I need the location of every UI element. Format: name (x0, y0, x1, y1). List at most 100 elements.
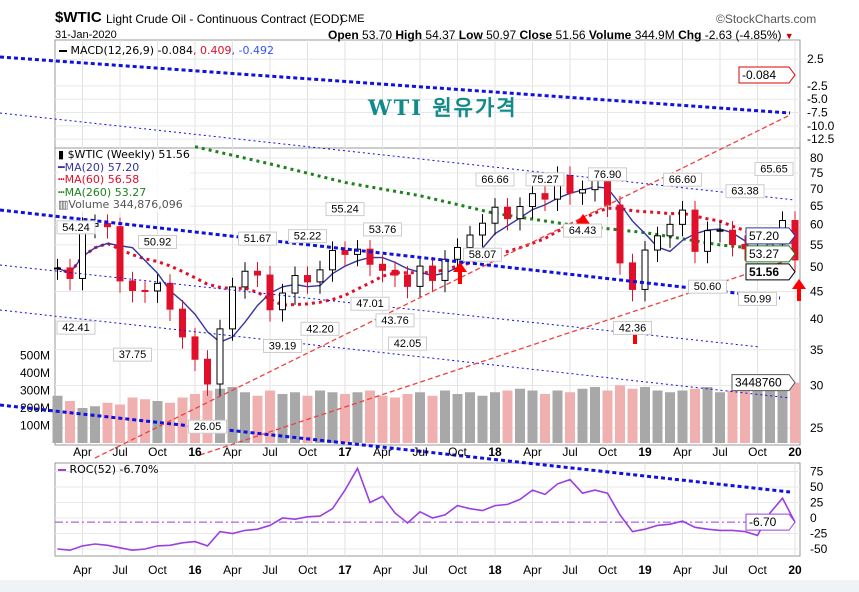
volume-bar (415, 392, 425, 443)
candle-body (341, 249, 349, 255)
instrument-name: Light Crude Oil - Continuous Contract (E… (106, 12, 344, 26)
ma20-legend-text: MA(20) 57.20 (64, 160, 140, 174)
candle-body (179, 308, 186, 338)
price-annotation: 65.65 (760, 164, 788, 176)
volume-bar (790, 382, 800, 443)
ma20-line (57, 186, 796, 344)
price-annotation-box (113, 347, 152, 362)
price-annotation: 51.67 (244, 233, 272, 245)
candle-body (691, 209, 699, 252)
open-value: 53.70 (362, 28, 393, 42)
candle-body (116, 226, 124, 282)
ma60-line (56, 206, 796, 307)
candle-body (654, 235, 661, 251)
x-tick-label: Jul (262, 563, 277, 577)
price-annotation-box (363, 222, 402, 237)
volume-value: 344.9M (634, 28, 675, 42)
volume-bar (540, 394, 550, 443)
x-tick-label: 20 (788, 445, 802, 459)
candle-body (366, 248, 374, 265)
x-tick-label: Jul (712, 445, 727, 459)
candle-body (291, 275, 299, 294)
price-annotation: 63.38 (731, 186, 759, 198)
panel-frame-0 (54, 39, 801, 149)
price-annotation: 42.36 (619, 322, 647, 334)
volume-bar (340, 394, 350, 443)
price-annotation: 50.60 (694, 281, 722, 293)
trendline-blue (0, 112, 796, 201)
volume-bar (490, 392, 500, 443)
candle-body (129, 280, 136, 291)
candle-body (479, 222, 486, 236)
close-badge: 51.56 (749, 265, 779, 279)
x-tick-label: Apr (373, 445, 392, 459)
price-annotation-box (525, 172, 565, 187)
x-tick-label: 18 (488, 563, 502, 577)
price-tick-label: 70 (810, 182, 824, 196)
volume-tick-label: 500M (20, 349, 50, 363)
macd-swatch (59, 50, 67, 52)
price-legend-main-text: $WTIC (Weekly) 51.56 (67, 148, 190, 161)
price-annotation: 39.19 (269, 340, 297, 352)
x-tick-label: Apr (373, 563, 392, 577)
volume-bar (740, 388, 750, 443)
price-tick-label: 55 (810, 238, 824, 252)
x-tick-label: Jul (562, 445, 577, 459)
roc-swatch (58, 469, 66, 471)
volume-bar (377, 395, 388, 443)
candle-body (516, 206, 524, 220)
low-value: 50.97 (486, 28, 517, 42)
volume-bar (77, 408, 88, 443)
candle-body (204, 358, 211, 385)
volume-bar (502, 390, 513, 443)
volume-bar (227, 387, 238, 443)
price-annotation: 64.43 (569, 225, 597, 237)
x-tick-label: Apr (523, 563, 542, 577)
volume-bar (390, 397, 400, 443)
candle-body (716, 229, 724, 232)
price-tick-label: 60 (810, 218, 824, 232)
candle-body (166, 282, 174, 310)
x-tick-label: Oct (298, 563, 317, 577)
price-annotation: 58.07 (469, 249, 497, 261)
volume-bar (577, 388, 588, 443)
price-annotation-box (738, 291, 777, 306)
price-annotation: 42.05 (394, 338, 422, 350)
ma20-legend: ━MA(20) 57.20 (58, 160, 140, 174)
candle-body (466, 234, 474, 248)
price-legend-main: ▮ $WTIC (Weekly) 51.56 (58, 148, 190, 162)
volume-bar (90, 406, 100, 443)
macd-tick-label: -5.0 (807, 92, 828, 106)
x-tick-label: 18 (488, 445, 502, 459)
candle-body (329, 249, 336, 271)
roc-tick-label: -25 (810, 527, 828, 541)
candle-body (154, 282, 161, 292)
volume-bar (615, 385, 625, 443)
volume-tick-label: 400M (20, 366, 50, 380)
x-tick-label: Jul (412, 445, 427, 459)
volume-bar (565, 392, 575, 443)
macd-tick-label: -2.5 (807, 79, 828, 93)
roc-legend: ROC(52) -6.70% (58, 463, 158, 476)
price-tick-label: 65 (810, 199, 824, 213)
x-tick-label: Apr (223, 445, 242, 459)
price-tick-label: 75 (810, 166, 824, 180)
candle-body (704, 230, 711, 252)
volume-bar (115, 404, 125, 443)
x-tick-label: Apr (73, 445, 92, 459)
volume-bar (277, 394, 288, 443)
x-tick-label: Jul (712, 563, 727, 577)
price-legend: ▮ $WTIC (Weekly) 51.56 ━MA(20) 57.20 ┅MA… (58, 148, 190, 212)
candle-body (66, 267, 74, 279)
volume-bar (652, 390, 663, 443)
candle-body (304, 275, 311, 283)
close-value: 51.56 (555, 28, 586, 42)
macd-tick-label: -10.0 (807, 119, 835, 133)
macd-value: MACD(12,26,9) -0.084 (70, 44, 194, 57)
high-label: High (395, 28, 423, 42)
price-tick-label: 25 (810, 421, 824, 435)
x-tick-label: Oct (748, 563, 767, 577)
brand-logo[interactable]: ©StockCharts.com (716, 12, 817, 26)
price-annotation-box (56, 220, 96, 235)
candle-body (454, 246, 461, 260)
